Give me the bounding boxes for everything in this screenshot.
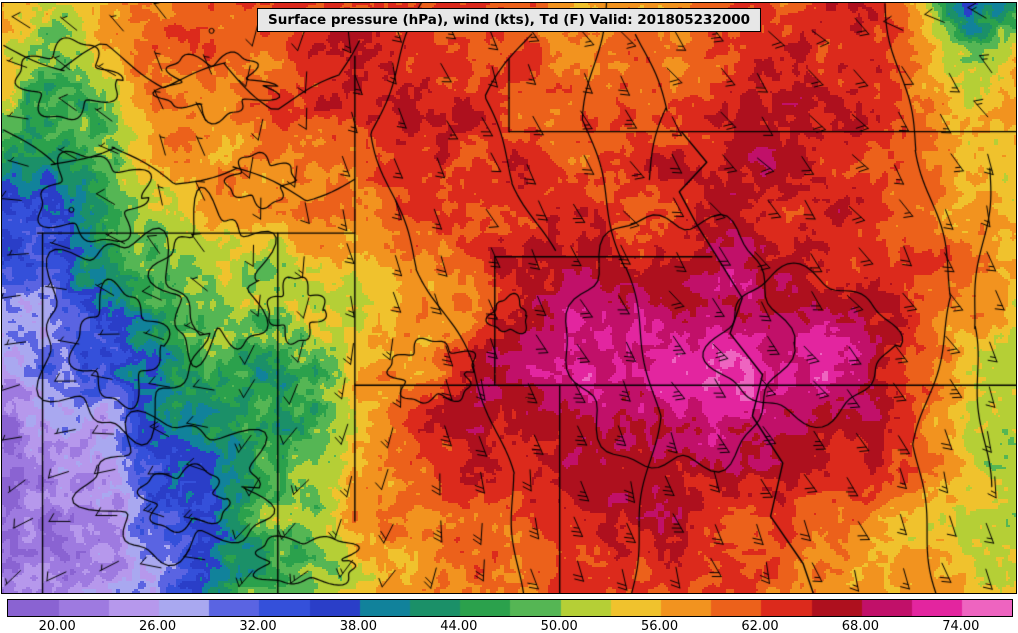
colorbar-tick-label: 44.00 bbox=[440, 619, 478, 633]
colorbar-tick-label: 56.00 bbox=[640, 619, 679, 633]
colorbar-canvas bbox=[8, 600, 1012, 616]
colorbar-tick-label: 26.00 bbox=[138, 619, 177, 633]
map-title: Surface pressure (hPa), wind (kts), Td (… bbox=[256, 8, 762, 32]
colorbar bbox=[7, 599, 1013, 617]
colorbar-tick-label: 20.00 bbox=[38, 619, 76, 633]
map-area: Surface pressure (hPa), wind (kts), Td (… bbox=[1, 2, 1017, 594]
colorbar-tick-label: 62.00 bbox=[741, 619, 779, 633]
colorbar-tick-label: 50.00 bbox=[540, 619, 578, 633]
colorbar-tick-label: 38.00 bbox=[339, 619, 377, 633]
colorbar-tick-label: 32.00 bbox=[239, 619, 277, 633]
colorbar-tick-label: 74.00 bbox=[942, 619, 980, 633]
colorbar-labels: 20.00 26.00 32.00 38.00 44.00 50.00 56.00 62.00… bbox=[7, 619, 1011, 633]
contours-and-wind-canvas bbox=[2, 3, 1016, 593]
colorbar-tick-label: 68.00 bbox=[841, 619, 879, 633]
